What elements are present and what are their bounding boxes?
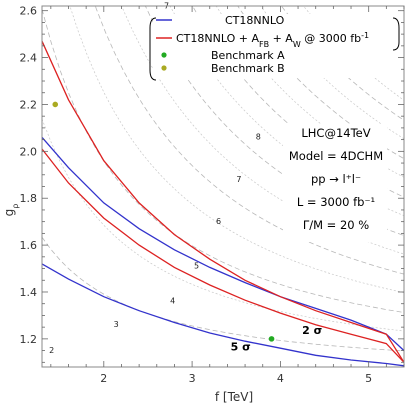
contour-line-4: [94, 6, 404, 275]
legend-swatch: [161, 65, 167, 71]
x-tick-label: 3: [189, 372, 196, 385]
y-axis-ticks: 1.2 1.4 1.6 1.8 2.0 2.2 2.4 2.6: [20, 5, 404, 363]
y-tick-label: 1.2: [20, 333, 38, 346]
info-line: L = 3000 fb⁻¹: [297, 195, 375, 209]
series-line-1: [41, 263, 405, 367]
series-layer: [41, 40, 405, 367]
sigma-label: 2 σ: [302, 324, 322, 337]
legend-label: Benchmark A: [211, 49, 285, 62]
legend-label: CT18NNLO: [225, 14, 285, 27]
series-line-0: [41, 136, 405, 352]
legend-swatch: [161, 52, 167, 58]
benchmark-points: [52, 101, 275, 342]
x-tick-label: 2: [100, 372, 107, 385]
contour-line-minor: [169, 6, 404, 217]
series-line-2: [41, 40, 405, 363]
legend-label: Benchmark B: [211, 62, 285, 75]
y-tick-label: 1.6: [20, 239, 38, 252]
x-axis-label: f [TeV]: [215, 390, 253, 404]
info-line: Model = 4DCHM: [289, 149, 383, 163]
x-axis-ticks: 2 3 4 5: [50, 6, 405, 385]
y-tick-label: 2.6: [20, 5, 38, 18]
benchmark-point-0: [268, 336, 275, 342]
y-axis-label: gρ: [2, 204, 20, 217]
info-line: pp → l⁺l⁻: [311, 172, 361, 186]
info-line: LHC@14TeV: [301, 126, 370, 140]
contour-label: 3: [114, 320, 119, 329]
y-tick-label: 1.8: [20, 192, 38, 205]
benchmark-point-1: [52, 101, 59, 108]
y-tick-label: 2.2: [20, 98, 38, 111]
contour-line-minor: [42, 118, 404, 332]
contour-line-minor: [69, 6, 404, 293]
contour-label: 6: [216, 217, 221, 226]
x-tick-label: 5: [365, 372, 372, 385]
contour-label: 7: [236, 175, 241, 184]
info-box: LHC@14TeV Model = 4DCHM pp → l⁺l⁻ L = 3000 …: [283, 124, 387, 242]
x-tick-label: 4: [277, 372, 284, 385]
info-line: Γ/M = 20 %: [303, 218, 369, 232]
y-tick-label: 1.4: [20, 286, 38, 299]
y-tick-label: 2.0: [20, 145, 38, 158]
contour-label: 5: [194, 262, 199, 271]
sigma-label: 5 σ: [231, 341, 251, 354]
contour-label: 2: [49, 346, 54, 355]
y-tick-label: 2.4: [20, 52, 38, 65]
contour-label: 8: [256, 133, 261, 142]
series-line-3: [41, 148, 405, 363]
sigma-labels: 2 σ 5 σ: [231, 324, 323, 353]
legend-label: CT18NNLO + AFB + AW @ 3000 fb-1: [176, 31, 369, 49]
contour-line-2: [42, 236, 404, 352]
contour-label: 4: [170, 297, 175, 306]
